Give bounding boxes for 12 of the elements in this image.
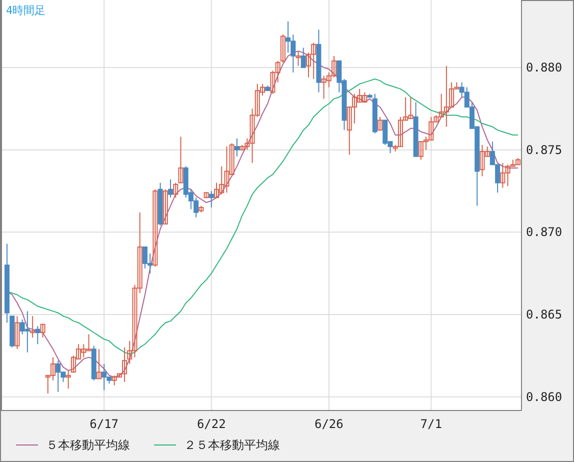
y-tick-label: 0.860	[526, 390, 562, 404]
x-tick-label: 6/26	[314, 417, 344, 431]
chart-title: 4時間足	[6, 4, 46, 17]
legend-label: ２５本移動平均線	[184, 438, 280, 452]
y-tick-label: 0.880	[526, 60, 562, 75]
y-tick-label: 0.870	[526, 225, 562, 240]
x-tick-label: 6/17	[90, 417, 119, 431]
x-tick-label: 6/22	[196, 417, 226, 431]
y-tick-label: 0.865	[526, 308, 562, 322]
y-tick-label: 0.875	[526, 142, 562, 157]
x-tick-label: 7/1	[420, 417, 442, 431]
legend-label: ５本移動平均線	[46, 438, 130, 452]
